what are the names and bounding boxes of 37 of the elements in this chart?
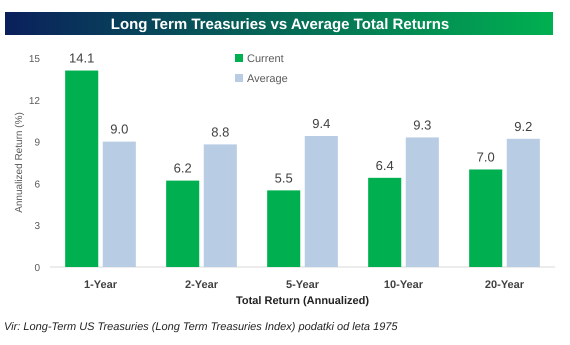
data-label: 7.0 (476, 149, 495, 164)
bar (267, 190, 300, 267)
x-tick-label: 10-Year (384, 279, 424, 291)
data-label: 14.1 (69, 50, 94, 66)
data-label: 8.8 (211, 124, 230, 140)
y-axis-title: Annualized Return (%) (14, 112, 25, 213)
data-label: 9.3 (413, 117, 432, 132)
legend-label: Average (247, 73, 288, 85)
x-tick-label: 2-Year (184, 279, 219, 291)
bar (166, 180, 200, 267)
bar (102, 142, 136, 267)
x-tick-label: 20-Year (484, 279, 525, 291)
data-label: 9.4 (312, 116, 330, 132)
bar (406, 137, 439, 267)
data-label: 5.5 (274, 170, 293, 186)
y-tick-label: 3 (34, 221, 40, 232)
bar (506, 138, 540, 267)
text: Vir: Long-Term US Treasuries (Long Term Treasuries Index) podatki od leta 1975 (4, 321, 398, 333)
y-tick-label: 12 (28, 96, 40, 107)
bar (204, 144, 237, 267)
y-tick-label: 0 (34, 263, 40, 274)
chart-title: Long Term Treasuries vs Average Total Returns (110, 16, 450, 33)
legend-label: Current (247, 53, 284, 65)
x-tick-label: 5-Year (286, 279, 320, 291)
bar (304, 136, 338, 267)
y-tick-label: 15 (28, 54, 40, 65)
bar (65, 70, 98, 267)
y-tick-label: 9 (34, 138, 40, 149)
x-tick-label: 1-Year (84, 279, 118, 291)
bar (368, 178, 402, 267)
data-label: 9.2 (514, 118, 532, 134)
x-axis-title: Total Return (Annualized) (236, 295, 370, 307)
y-tick-label: 6 (34, 179, 40, 190)
data-label: 6.2 (174, 160, 192, 176)
data-label: 9.0 (110, 122, 128, 137)
bar (469, 169, 502, 267)
data-label: 6.4 (376, 158, 394, 173)
